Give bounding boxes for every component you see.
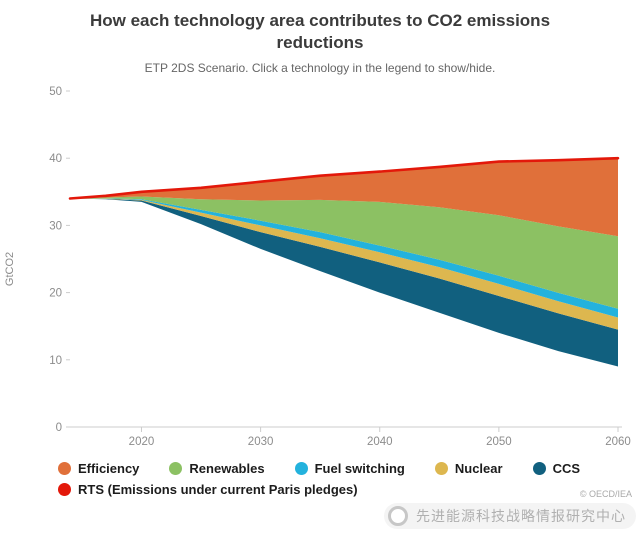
watermark: 先进能源科技战略情报研究中心 <box>384 503 636 529</box>
x-tick-label: 2060 <box>605 436 631 448</box>
legend-marker-icon <box>294 462 308 476</box>
watermark-text: 先进能源科技战略情报研究中心 <box>416 508 626 524</box>
watermark-logo-icon <box>388 506 408 526</box>
legend-marker-icon <box>58 483 71 497</box>
legend-label: Nuclear <box>454 461 503 477</box>
y-tick-label: 20 <box>49 288 62 300</box>
legend-row-1: Efficiency Renewables Fuel switching Nuclea… <box>58 461 640 476</box>
area-ccs <box>70 198 618 367</box>
y-tick-label: 30 <box>49 221 62 233</box>
legend-marker-icon <box>58 462 71 476</box>
legend-item-ccs[interactable]: CCS <box>532 461 581 477</box>
legend-item-rts-emissions-under-current-paris-pledges[interactable]: RTS (Emissions under current Paris pledg… <box>58 482 358 497</box>
legend-label: Efficiency <box>78 461 140 477</box>
legend-row-2: RTS (Emissions under current Paris pledg… <box>58 482 640 497</box>
legend: Efficiency Renewables Fuel switching Nuclea… <box>58 461 640 497</box>
chart-subtitle: ETP 2DS Scenario. Click a technology in … <box>144 61 496 76</box>
x-tick-label: 2030 <box>248 436 274 448</box>
y-axis-label: GtCO2 <box>4 252 16 287</box>
chart-title: How each technology area contributes to … <box>89 11 551 53</box>
legend-item-renewables[interactable]: Renewables <box>169 461 265 477</box>
chart-area: GtCO2 0 10 20 30 40 50 2020 2030 2040 2050 2060 <box>0 77 640 461</box>
y-tick-label: 40 <box>49 153 62 165</box>
legend-label: Renewables <box>189 461 265 477</box>
y-tick-label: 10 <box>49 355 62 367</box>
legend-marker-icon <box>532 462 546 476</box>
legend-item-nuclear[interactable]: Nuclear <box>434 461 503 477</box>
legend-label: CCS <box>552 461 581 477</box>
legend-marker-icon <box>434 462 448 476</box>
legend-label: Fuel switching <box>314 461 405 477</box>
legend-item-fuel-switching[interactable]: Fuel switching <box>294 461 405 477</box>
y-tick-label: 0 <box>56 422 62 434</box>
legend-label: RTS (Emissions under current Paris pledg… <box>78 482 358 498</box>
x-tick-label: 2050 <box>486 436 512 448</box>
legend-marker-icon <box>169 462 183 476</box>
y-tick-label: 50 <box>49 86 62 98</box>
area-renewables <box>70 196 618 309</box>
legend-item-efficiency[interactable]: Efficiency <box>58 461 139 476</box>
x-tick-label: 2040 <box>367 436 393 448</box>
area-efficiency <box>70 158 618 237</box>
rts-line <box>68 157 620 200</box>
copyright-note: © OECD/IEA <box>579 489 632 499</box>
x-tick-label: 2020 <box>129 436 155 448</box>
